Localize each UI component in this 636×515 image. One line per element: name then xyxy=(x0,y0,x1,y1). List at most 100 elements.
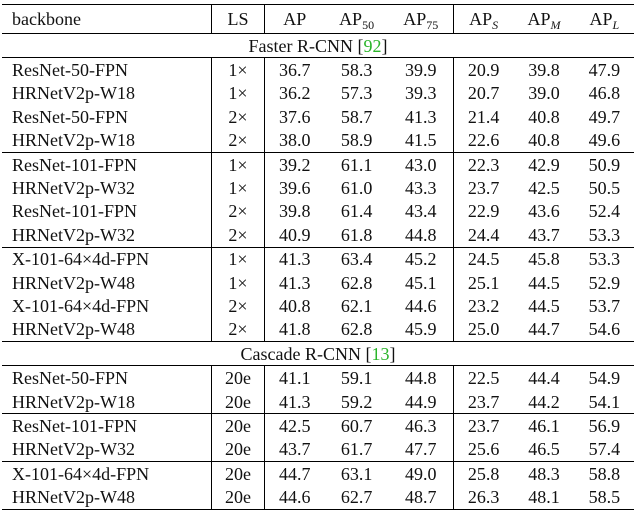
value: 58.9 xyxy=(340,130,373,151)
value-cell: 39.9 xyxy=(388,57,454,82)
data-row: ResNet-101-FPN 1× 39.2 61.1 43.0 22.3 42.9 50.9 xyxy=(2,152,634,177)
lr-schedule: 2× xyxy=(228,319,248,340)
value-cell: 46.8 xyxy=(575,82,634,105)
header-cell: AP50 xyxy=(325,5,389,34)
value-cell: 39.8 xyxy=(513,58,574,82)
value-cell: 44.5 xyxy=(513,271,574,294)
header-cell: LS xyxy=(211,4,266,34)
data-row: HRNetV2p-W48 2× 41.8 62.8 45.9 25.0 44.7 54.6 xyxy=(2,317,634,342)
value-cell: 57.4 xyxy=(575,438,634,462)
backbone-cell: HRNetV2p-W18 xyxy=(2,128,212,153)
value: 49.6 xyxy=(588,130,621,151)
value: 44.7 xyxy=(279,463,311,484)
backbone: HRNetV2p-W18 xyxy=(12,83,135,104)
value-cell: 47.9 xyxy=(575,58,634,82)
backbone: ResNet-101-FPN xyxy=(12,201,137,222)
value: 42.5 xyxy=(528,178,560,199)
value-cell: 39.6 xyxy=(265,176,325,199)
ls-cell: 1× xyxy=(211,176,266,200)
value: 20.9 xyxy=(467,60,500,81)
value-cell: 44.8 xyxy=(388,365,454,390)
value-cell: 36.2 xyxy=(265,82,325,105)
value: 39.8 xyxy=(279,201,311,222)
ls-cell: 20e xyxy=(211,461,266,486)
value-cell: 44.5 xyxy=(513,294,574,317)
value: 48.1 xyxy=(528,487,560,508)
value-cell: 21.4 xyxy=(453,105,513,128)
value: 40.9 xyxy=(279,224,311,245)
value-cell: 22.5 xyxy=(453,366,513,390)
backbone-cell: X-101-64×4d-FPN xyxy=(2,294,212,318)
value-cell: 53.7 xyxy=(575,294,634,317)
ls-cell: 2× xyxy=(211,128,266,153)
value-cell: 25.1 xyxy=(453,271,513,294)
value: 43.3 xyxy=(404,178,437,199)
value-cell: 22.3 xyxy=(453,152,513,176)
value: 50.9 xyxy=(588,154,621,175)
value-cell: 23.7 xyxy=(453,390,513,414)
data-row: X-101-64×4d-FPN 20e 44.7 63.1 49.0 25.8 48.3 58… xyxy=(2,461,634,486)
lr-schedule: 2× xyxy=(228,224,248,245)
value: 61.1 xyxy=(340,154,373,175)
value-cell: 58.5 xyxy=(575,485,634,509)
value-cell: 56.9 xyxy=(575,414,634,438)
value-cell: 59.2 xyxy=(325,390,389,414)
ls-cell: 1× xyxy=(211,57,266,82)
value: 23.2 xyxy=(467,295,500,316)
data-row: HRNetV2p-W48 20e 44.6 62.7 48.7 26.3 48.1 58.5 xyxy=(2,485,634,510)
header-cell: AP75 xyxy=(388,4,454,34)
value-cell: 44.7 xyxy=(513,318,574,342)
value: 44.9 xyxy=(404,391,437,412)
header-cell: APM xyxy=(513,5,574,34)
value: 40.8 xyxy=(528,130,560,151)
value-cell: 41.3 xyxy=(265,271,325,294)
data-row: ResNet-101-FPN 2× 39.8 61.4 43.4 22.9 43.6 52.4 xyxy=(2,199,634,224)
value: 52.4 xyxy=(588,201,621,222)
value-cell: 42.5 xyxy=(513,176,574,199)
value: 44.8 xyxy=(404,224,437,245)
value-cell: 45.9 xyxy=(388,317,454,342)
backbone-cell: ResNet-50-FPN xyxy=(2,105,212,129)
value-cell: 40.8 xyxy=(513,105,574,128)
value: 43.4 xyxy=(404,201,437,222)
value: 41.1 xyxy=(279,368,311,389)
value: 57.4 xyxy=(588,439,621,460)
value-cell: 58.3 xyxy=(325,58,389,82)
value-cell: 23.2 xyxy=(453,294,513,317)
value-cell: 54.6 xyxy=(575,318,634,342)
data-row: HRNetV2p-W18 1× 36.2 57.3 39.3 20.7 39.0 46.8 xyxy=(2,81,634,106)
value-cell: 39.0 xyxy=(513,82,574,105)
value: 62.8 xyxy=(340,272,373,293)
backbone: ResNet-50-FPN xyxy=(12,60,128,81)
ls-cell: 20e xyxy=(211,389,266,414)
value: 20.7 xyxy=(467,83,500,104)
value: 62.1 xyxy=(340,295,373,316)
data-row: X-101-64×4d-FPN 2× 40.8 62.1 44.6 23.2 44.5 53.… xyxy=(2,294,634,318)
value: 48.7 xyxy=(404,487,437,508)
citation: 13 xyxy=(371,343,390,364)
data-row: ResNet-50-FPN 20e 41.1 59.1 44.8 22.5 44.4 54.9 xyxy=(2,365,634,390)
value: 44.6 xyxy=(404,295,437,316)
value-cell: 43.4 xyxy=(388,199,454,224)
value: 61.0 xyxy=(340,178,373,199)
data-row: HRNetV2p-W32 2× 40.9 61.8 44.8 24.4 43.7 53.3 xyxy=(2,223,634,248)
backbone: HRNetV2p-W18 xyxy=(12,130,135,151)
value-cell: 43.0 xyxy=(388,152,454,177)
value-cell: 39.8 xyxy=(265,200,325,223)
value: 43.7 xyxy=(279,439,311,460)
value-cell: 57.3 xyxy=(325,82,389,105)
backbone-cell: HRNetV2p-W32 xyxy=(2,437,212,462)
ls-cell: 2× xyxy=(211,105,266,129)
backbone: HRNetV2p-W48 xyxy=(12,319,135,340)
citation: 92 xyxy=(363,35,382,56)
value: 39.6 xyxy=(279,178,311,199)
value-cell: 44.7 xyxy=(265,462,325,486)
lr-schedule: 20e xyxy=(224,415,251,436)
value: 25.0 xyxy=(467,319,500,340)
header-text: AP xyxy=(339,9,363,29)
value: 48.3 xyxy=(528,463,560,484)
backbone: ResNet-50-FPN xyxy=(12,106,128,127)
value: 58.8 xyxy=(588,463,621,484)
value: 44.2 xyxy=(528,391,560,412)
value: 37.6 xyxy=(279,106,311,127)
